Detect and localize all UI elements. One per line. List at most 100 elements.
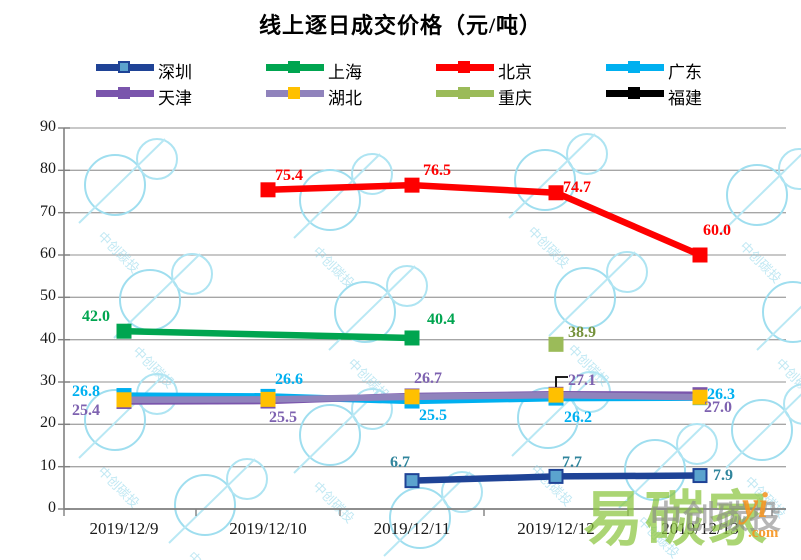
watermark-circle (389, 487, 451, 549)
watermark-circle (726, 164, 788, 226)
watermark-slash (511, 371, 599, 457)
legend-marker-swatch (288, 61, 300, 73)
watermark-slash (548, 251, 636, 337)
watermark-slash (78, 138, 166, 224)
legend-label: 深圳 (158, 63, 192, 82)
data-label-北京-2019/12/13: 60.0 (703, 222, 731, 239)
watermark-slash (618, 423, 706, 509)
data-label-天津-2019/12/10: 25.5 (269, 409, 297, 427)
data-label-广东-2019/12/11: 25.5 (419, 407, 447, 425)
legend: 深圳 上海 北京 广东天津 湖北 重庆 福建 (0, 0, 801, 110)
watermark-circle (334, 281, 396, 343)
series-marker-深圳 (548, 468, 564, 484)
chart-title: 线上逐日成交价格（元/吨） (258, 13, 543, 38)
watermark-circle (606, 251, 648, 293)
y-axis-label: 80 (40, 160, 56, 178)
data-label-天津-2019/12/13: 27.0 (704, 398, 732, 416)
watermark-circle (778, 148, 801, 190)
watermark-slash (78, 373, 166, 459)
series-marker-深圳 (692, 468, 708, 484)
watermark-circle (554, 267, 616, 329)
watermark-circle (84, 154, 146, 216)
watermark-slash (720, 153, 801, 234)
watermark-circle (171, 253, 213, 295)
data-label-深圳-2019/12/13: 7.9 (713, 466, 733, 484)
watermark-slash (383, 471, 471, 557)
series-marker-上海 (404, 330, 420, 346)
watermark-slash (508, 133, 596, 219)
series-marker-湖北 (548, 387, 564, 403)
y-axis-label: 0 (48, 499, 56, 516)
watermark-circle (136, 138, 178, 180)
legend-label: 湖北 (328, 89, 362, 108)
watermark-circle (676, 423, 718, 465)
y-axis-label: 10 (40, 456, 56, 474)
legend-label: 北京 (498, 63, 532, 82)
legend-label: 广东 (668, 63, 702, 82)
watermark-slash (725, 393, 801, 469)
watermark-circle (762, 281, 801, 343)
data-label-天津-2019/12/11: 26.7 (414, 369, 442, 387)
watermark-circle (351, 153, 393, 195)
legend-marker-swatch (288, 87, 300, 99)
series-marker-北京 (548, 185, 564, 201)
series-marker-深圳 (404, 473, 420, 489)
legend-marker-swatch (118, 61, 130, 73)
series-marker-北京 (260, 182, 276, 198)
y-axis-label: 50 (40, 287, 56, 305)
y-axis-label: 90 (40, 118, 56, 135)
series-marker-重庆 (548, 336, 564, 352)
watermark-circle (441, 471, 483, 513)
x-axis-label: 2019/12/11 (373, 519, 451, 538)
watermark-circle (174, 474, 236, 536)
data-label-天津-2019/12/9: 25.4 (72, 402, 100, 420)
watermark-circle (731, 399, 793, 461)
legend-marker-swatch (628, 87, 640, 99)
series-marker-湖北 (404, 389, 420, 405)
series-line-北京 (264, 181, 704, 259)
watermark-circle (783, 383, 801, 425)
data-label-北京-2019/12/11: 76.5 (423, 162, 451, 180)
watermark-slash (293, 388, 381, 474)
data-label-上海-2019/12/11: 40.4 (427, 310, 455, 328)
watermark-slash (756, 305, 801, 351)
data-label-广东-2019/12/13: 26.3 (707, 385, 735, 403)
watermark-circle (514, 149, 576, 211)
watermark-slash (168, 458, 256, 544)
y-axis-label: 70 (40, 202, 56, 220)
x-axis-label: 2019/12/10 (229, 519, 307, 538)
x-axis-label: 2019/12/9 (89, 519, 159, 538)
series-marker-湖北 (116, 392, 132, 408)
data-label-天津-2019/12/12: 27.1 (568, 372, 596, 390)
legend-label: 福建 (668, 89, 702, 108)
series-marker-北京 (404, 177, 420, 193)
y-axis-label: 40 (40, 329, 56, 347)
data-label-深圳-2019/12/11: 6.7 (390, 453, 410, 471)
data-label-广东-2019/12/10: 26.6 (275, 371, 303, 389)
legend-label: 上海 (328, 63, 362, 82)
series-line-上海 (120, 327, 416, 342)
data-label-北京-2019/12/12: 74.7 (563, 178, 591, 196)
y-axis-label: 30 (40, 372, 56, 389)
legend-marker-swatch (458, 87, 470, 99)
watermark-circle (299, 404, 361, 466)
series-marker-湖北 (260, 391, 276, 407)
x-axis-label: 2019/12/12 (517, 519, 595, 538)
data-label-北京-2019/12/10: 75.4 (275, 166, 303, 184)
watermark-circle (299, 169, 361, 231)
watermark-circle (84, 389, 146, 451)
data-label-重庆-2019/12/12: 38.9 (568, 324, 596, 342)
watermark-slash (293, 153, 381, 239)
watermark-circle (386, 265, 428, 307)
watermark-circle (566, 133, 608, 175)
legend-marker-swatch (458, 61, 470, 73)
series-marker-湖北 (692, 389, 708, 405)
y-axis-label: 60 (40, 245, 56, 262)
data-label-leader-line (555, 376, 568, 387)
data-label-上海-2019/12/9: 42.0 (82, 308, 110, 326)
legend-label: 重庆 (498, 89, 532, 108)
legend-label: 天津 (158, 89, 192, 108)
